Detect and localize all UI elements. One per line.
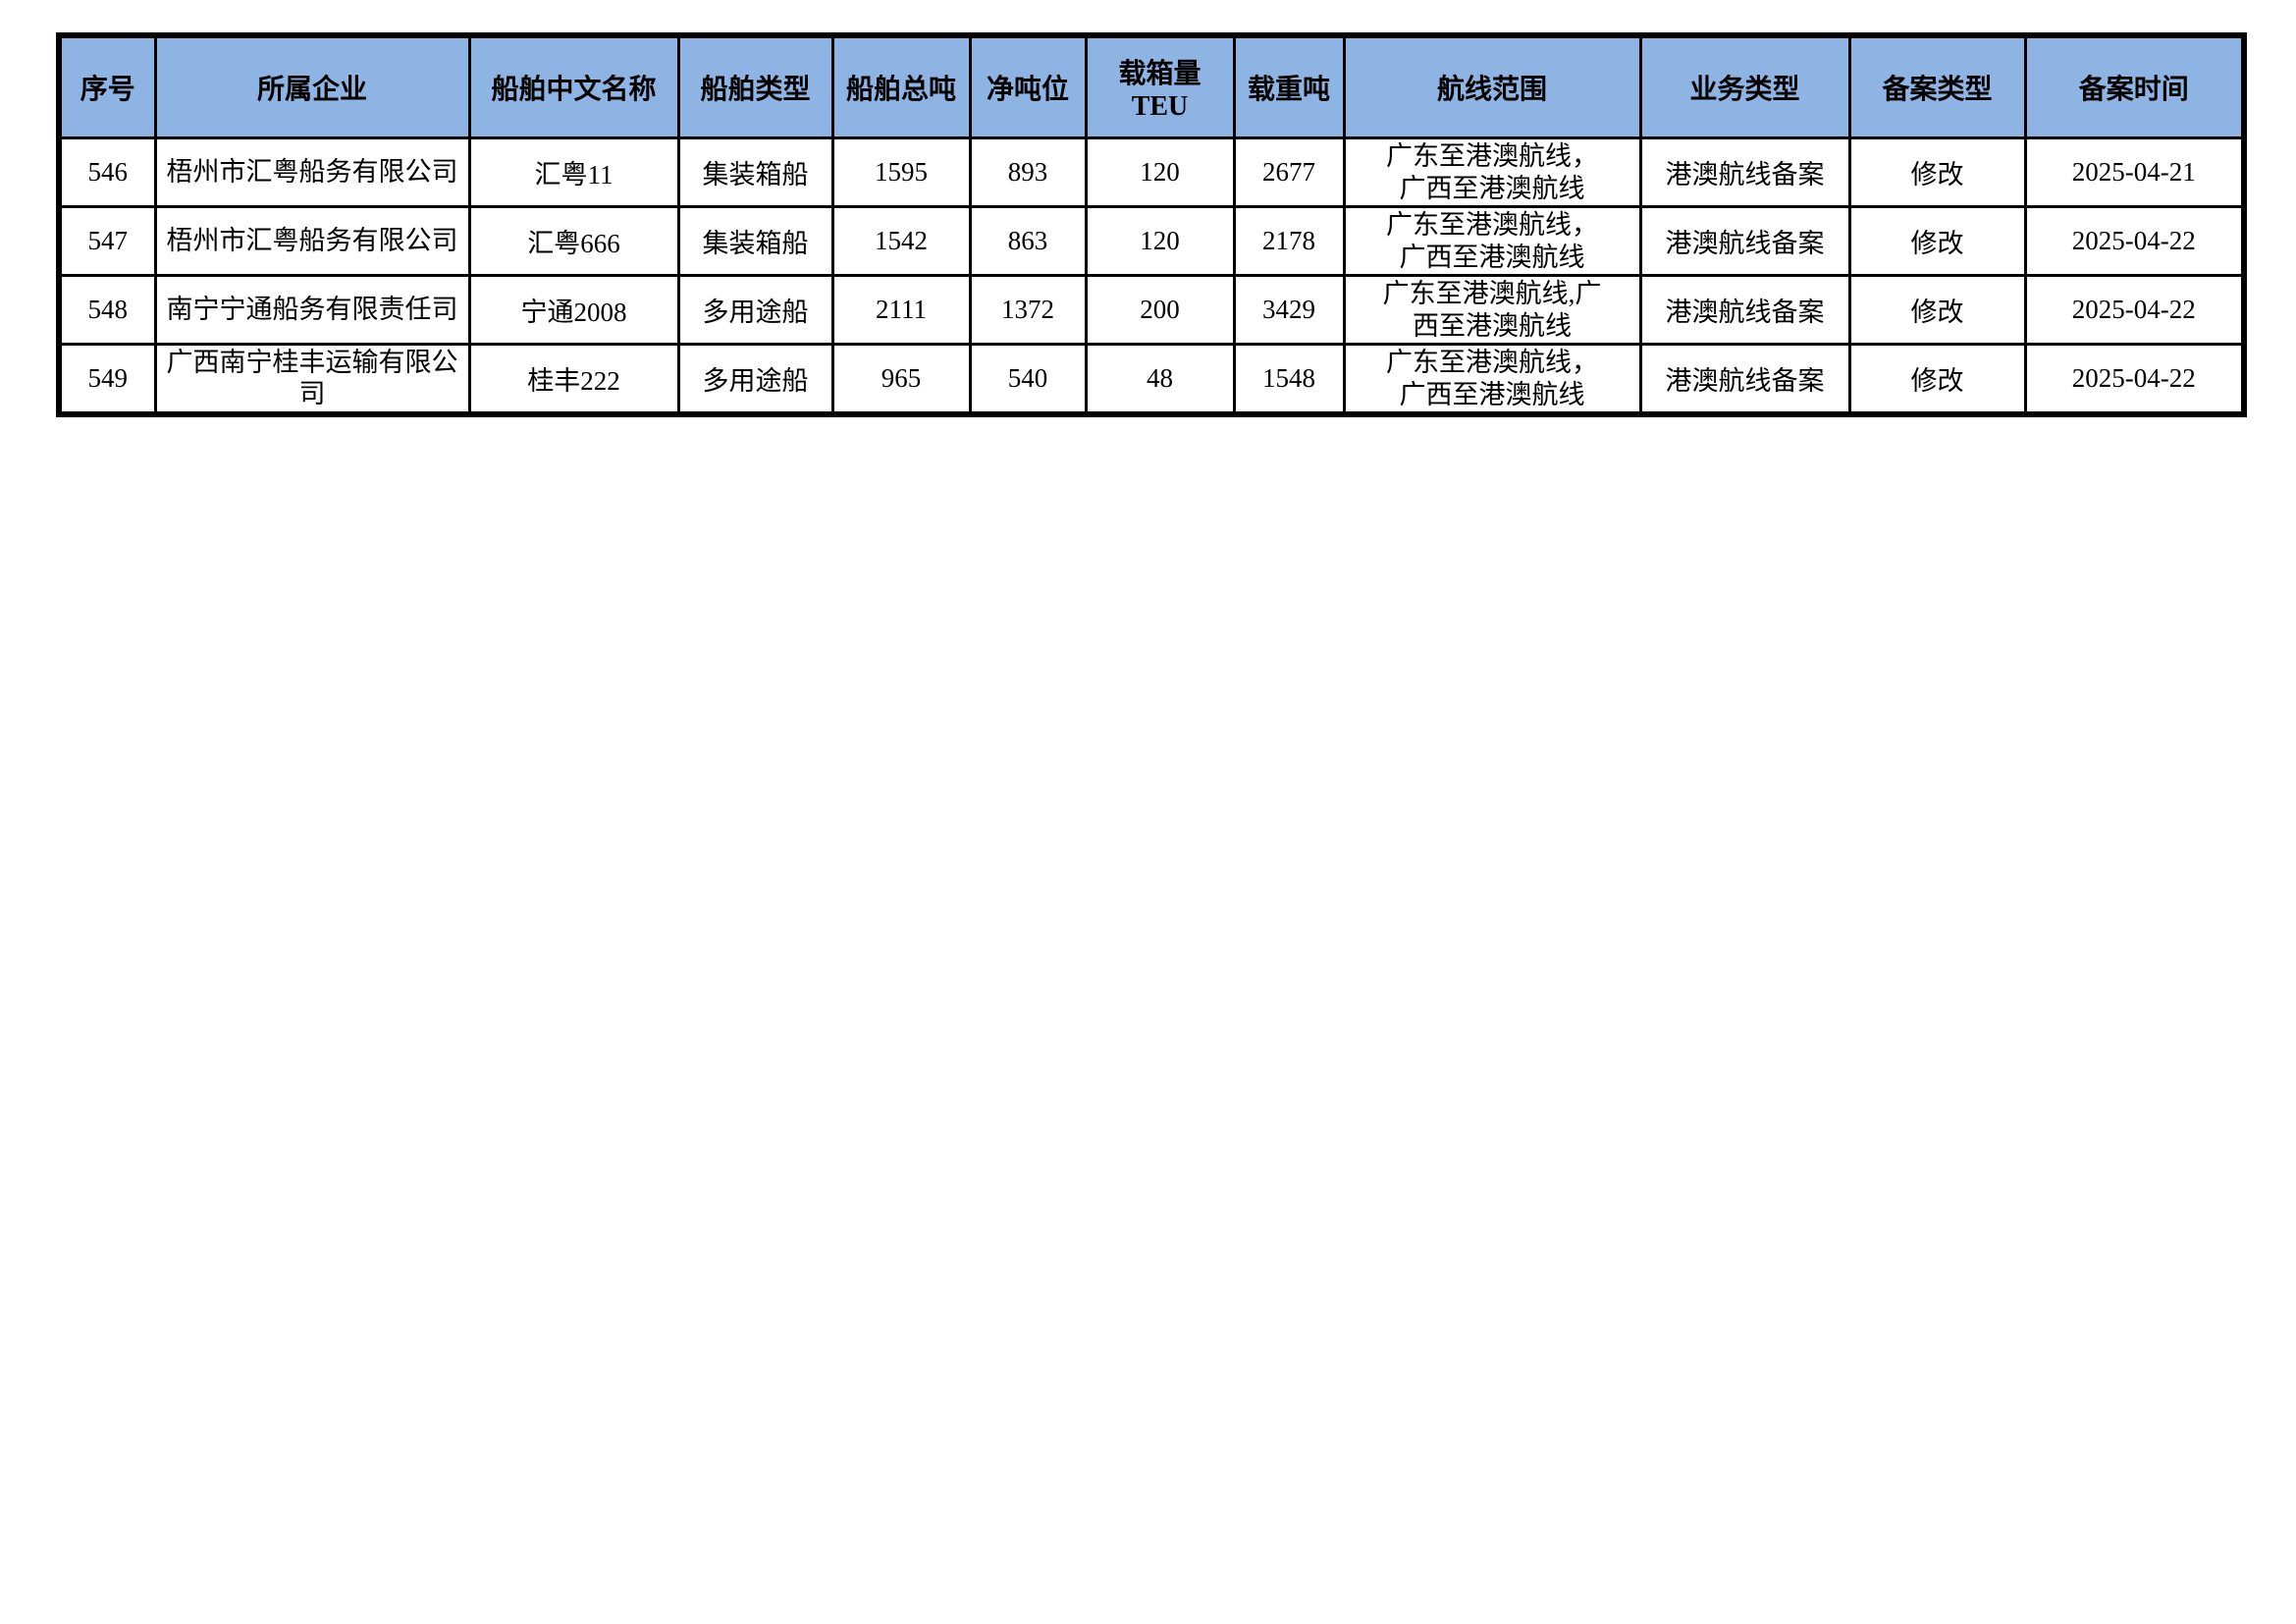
cell-deadweight: 2677 (1232, 136, 1346, 208)
cell-teu: 200 (1084, 274, 1236, 346)
cell-ship-name: 汇粤11 (467, 136, 680, 208)
cell-company: 梧州市汇粤船务有限公司 (153, 205, 471, 277)
cell-ship-type: 多用途船 (676, 343, 834, 416)
table-row: 547 梧州市汇粤船务有限公司 汇粤666 集装箱船 1542 863 120 … (57, 205, 2246, 277)
table-header-row: 序号 所属企业 船舶中文名称 船舶类型 船舶总吨 净吨位 载箱量TEU 载重吨 … (57, 33, 2246, 139)
cell-route: 广东至港澳航线， 广西至港澳航线 (1342, 136, 1642, 208)
col-header-route: 航线范围 (1342, 33, 1642, 139)
cell-seq: 546 (57, 136, 157, 208)
cell-ship-name: 汇粤666 (467, 205, 680, 277)
cell-filing-type: 修改 (1847, 136, 2027, 208)
cell-filing-type: 修改 (1847, 205, 2027, 277)
cell-filing-type: 修改 (1847, 274, 2027, 346)
cell-seq: 548 (57, 274, 157, 346)
table-row: 548 南宁宁通船务有限责任司 宁通2008 多用途船 2111 1372 20… (57, 274, 2246, 346)
col-header-company: 所属企业 (153, 33, 471, 139)
cell-gross-tonnage: 965 (830, 343, 972, 416)
col-header-filing-date: 备案时间 (2023, 33, 2246, 139)
cell-business-type: 港澳航线备案 (1638, 274, 1851, 346)
cell-deadweight: 3429 (1232, 274, 1346, 346)
col-header-gross-tonnage: 船舶总吨 (830, 33, 972, 139)
cell-route: 广东至港澳航线， 广西至港澳航线 (1342, 343, 1642, 416)
col-header-net-tonnage: 净吨位 (968, 33, 1088, 139)
cell-net-tonnage: 893 (968, 136, 1088, 208)
cell-gross-tonnage: 2111 (830, 274, 972, 346)
col-header-ship-type: 船舶类型 (676, 33, 834, 139)
cell-ship-name: 桂丰222 (467, 343, 680, 416)
table-row: 546 梧州市汇粤船务有限公司 汇粤11 集装箱船 1595 893 120 2… (57, 136, 2246, 208)
cell-net-tonnage: 863 (968, 205, 1088, 277)
cell-filing-date: 2025-04-21 (2023, 136, 2246, 208)
cell-deadweight: 2178 (1232, 205, 1346, 277)
col-header-filing-type: 备案类型 (1847, 33, 2027, 139)
cell-business-type: 港澳航线备案 (1638, 343, 1851, 416)
cell-business-type: 港澳航线备案 (1638, 205, 1851, 277)
cell-filing-date: 2025-04-22 (2023, 274, 2246, 346)
cell-ship-type: 集装箱船 (676, 205, 834, 277)
cell-company: 广西南宁桂丰运输有限公司 (153, 343, 471, 416)
cell-teu: 120 (1084, 136, 1236, 208)
cell-company: 梧州市汇粤船务有限公司 (153, 136, 471, 208)
col-header-seq: 序号 (57, 33, 157, 139)
cell-ship-name: 宁通2008 (467, 274, 680, 346)
cell-teu: 48 (1084, 343, 1236, 416)
col-header-ship-name: 船舶中文名称 (467, 33, 680, 139)
cell-filing-date: 2025-04-22 (2023, 205, 2246, 277)
cell-seq: 547 (57, 205, 157, 277)
cell-filing-type: 修改 (1847, 343, 2027, 416)
cell-company: 南宁宁通船务有限责任司 (153, 274, 471, 346)
col-header-deadweight: 载重吨 (1232, 33, 1346, 139)
cell-teu: 120 (1084, 205, 1236, 277)
cell-route: 广东至港澳航线,广 西至港澳航线 (1342, 274, 1642, 346)
cell-ship-type: 集装箱船 (676, 136, 834, 208)
table-row: 549 广西南宁桂丰运输有限公司 桂丰222 多用途船 965 540 48 1… (57, 343, 2246, 416)
cell-deadweight: 1548 (1232, 343, 1346, 416)
cell-net-tonnage: 1372 (968, 274, 1088, 346)
cell-business-type: 港澳航线备案 (1638, 136, 1851, 208)
vessel-filing-table: 序号 所属企业 船舶中文名称 船舶类型 船舶总吨 净吨位 载箱量TEU 载重吨 … (56, 32, 2247, 417)
cell-net-tonnage: 540 (968, 343, 1088, 416)
cell-route: 广东至港澳航线， 广西至港澳航线 (1342, 205, 1642, 277)
cell-gross-tonnage: 1595 (830, 136, 972, 208)
cell-filing-date: 2025-04-22 (2023, 343, 2246, 416)
cell-seq: 549 (57, 343, 157, 416)
cell-gross-tonnage: 1542 (830, 205, 972, 277)
col-header-business-type: 业务类型 (1638, 33, 1851, 139)
col-header-teu: 载箱量TEU (1084, 33, 1236, 139)
cell-ship-type: 多用途船 (676, 274, 834, 346)
